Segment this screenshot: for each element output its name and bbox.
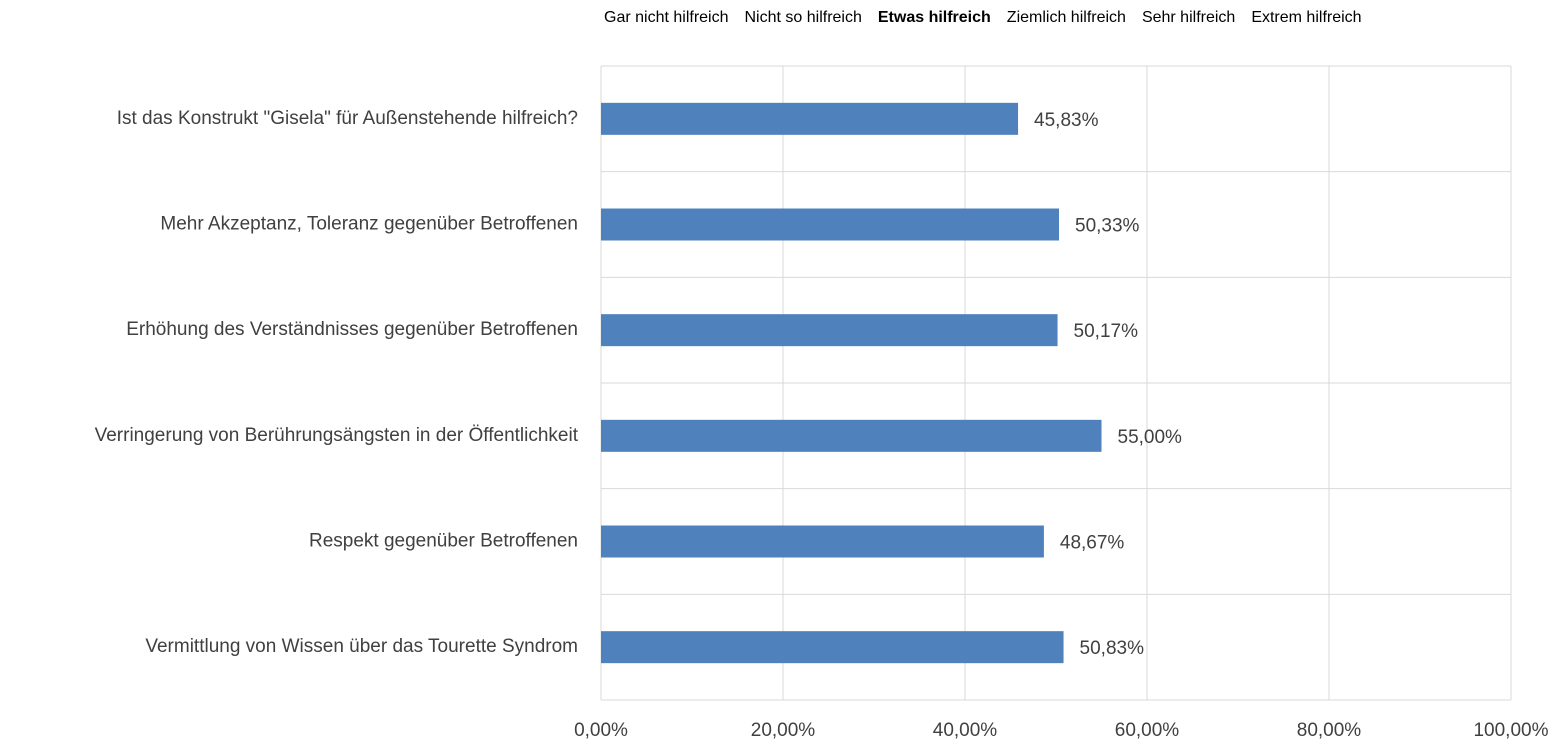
bar [601, 631, 1064, 664]
bar [601, 208, 1060, 241]
value-label: 50,83% [1080, 638, 1145, 659]
value-label: 55,00% [1118, 427, 1183, 448]
scale-label: Sehr hilfreich [1142, 9, 1235, 26]
bar [601, 102, 1019, 135]
category-label: Mehr Akzeptanz, Toleranz gegenüber Betro… [160, 214, 578, 235]
bar [601, 419, 1102, 452]
category-label: Respekt gegenüber Betroffenen [309, 531, 578, 552]
category-label: Verringerung von Berührungsängsten in de… [95, 425, 579, 446]
bar [601, 525, 1044, 558]
scale-label: Gar nicht hilfreich [604, 9, 729, 26]
x-tick-label: 20,00% [751, 720, 816, 741]
value-label: 50,17% [1074, 321, 1139, 342]
value-label: 48,67% [1060, 533, 1125, 554]
scale-label: Etwas hilfreich [878, 9, 991, 26]
category-label: Erhöhung des Verständnisses gegenüber Be… [126, 319, 578, 340]
x-tick-label: 80,00% [1297, 720, 1362, 741]
scale-label: Extrem hilfreich [1251, 9, 1361, 26]
x-tick-label: 60,00% [1115, 720, 1180, 741]
scale-label: Ziemlich hilfreich [1007, 9, 1126, 26]
x-tick-label: 0,00% [574, 720, 628, 741]
category-label: Vermittlung von Wissen über das Tourette… [145, 636, 578, 657]
x-tick-label: 40,00% [933, 720, 998, 741]
value-label: 45,83% [1034, 110, 1099, 131]
category-label: Ist das Konstrukt "Gisela" für Außensteh… [117, 108, 578, 129]
bar [601, 314, 1058, 347]
value-label: 50,33% [1075, 216, 1140, 237]
x-tick-label: 100,00% [1473, 720, 1548, 741]
scale-label: Nicht so hilfreich [745, 9, 862, 26]
